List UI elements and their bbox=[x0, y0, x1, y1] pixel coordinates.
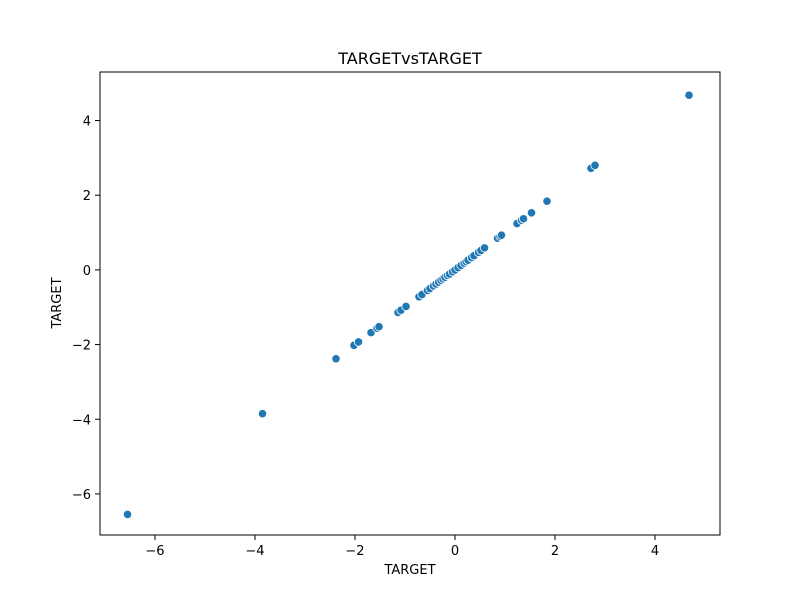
y-tick-label: −6 bbox=[72, 488, 91, 503]
x-axis-ticks: −6 −4 −2 0 2 4 bbox=[145, 535, 659, 559]
y-axis-ticks: −6 −4 −2 0 2 4 bbox=[72, 115, 100, 503]
x-axis-label: TARGET bbox=[383, 563, 435, 578]
y-tick-label: 0 bbox=[83, 264, 91, 279]
y-axis-label: TARGET bbox=[50, 277, 65, 329]
x-tick-label: 0 bbox=[451, 544, 459, 559]
data-point bbox=[479, 243, 490, 253]
data-point bbox=[353, 337, 364, 347]
y-tick-label: −4 bbox=[72, 413, 91, 428]
x-tick-label: −4 bbox=[245, 544, 264, 559]
data-point bbox=[331, 354, 341, 364]
data-point bbox=[401, 301, 411, 312]
x-tick-label: 2 bbox=[551, 544, 559, 559]
x-tick-label: −6 bbox=[145, 544, 164, 559]
data-point bbox=[518, 214, 529, 224]
y-tick-label: −2 bbox=[72, 339, 91, 354]
data-point bbox=[590, 160, 600, 170]
data-point bbox=[496, 230, 507, 240]
data-point bbox=[542, 196, 552, 206]
data-point bbox=[257, 409, 268, 419]
scatter-points bbox=[122, 90, 694, 520]
data-point bbox=[374, 322, 384, 332]
data-point bbox=[122, 509, 133, 520]
y-tick-label: 2 bbox=[83, 189, 91, 204]
x-tick-label: 4 bbox=[651, 544, 659, 559]
plot-area-frame bbox=[99, 71, 721, 536]
y-tick-label: 4 bbox=[83, 115, 91, 130]
chart-title: TARGETvsTARGET bbox=[337, 49, 482, 68]
data-point bbox=[526, 208, 537, 218]
x-tick-label: −2 bbox=[345, 544, 364, 559]
data-point bbox=[684, 90, 694, 100]
